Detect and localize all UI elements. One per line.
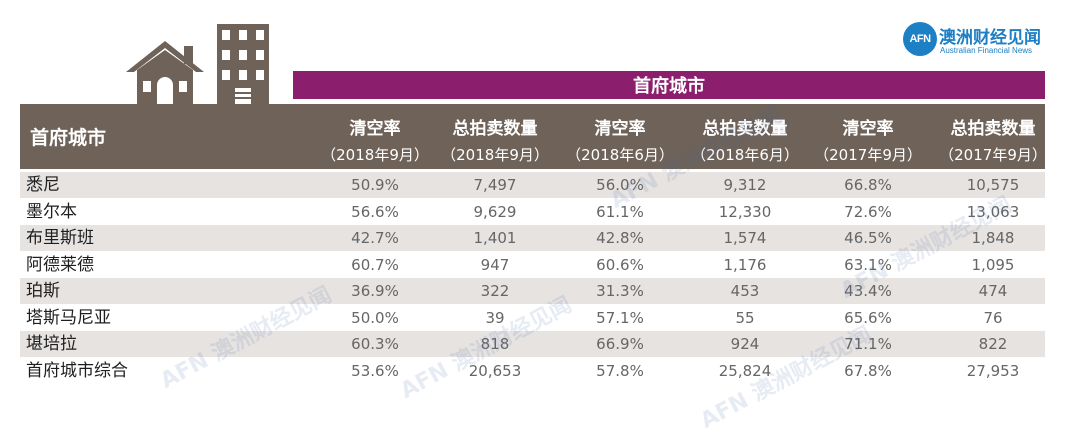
- city-name: 首府城市综合: [26, 360, 128, 381]
- column-period: （2018年9月）: [321, 146, 429, 164]
- table-cell: 56.0%: [596, 176, 644, 194]
- table-cell: 25,824: [718, 361, 772, 380]
- table-cell: 42.8%: [596, 229, 644, 247]
- super-header: 首府城市: [293, 71, 1045, 99]
- city-name: 布里斯班: [26, 228, 94, 248]
- table-cell: 76: [983, 308, 1003, 327]
- table-cell: 46.5%: [844, 229, 892, 247]
- column-header: 总拍卖数量 （2017年9月）: [931, 104, 1055, 169]
- table-cell: 53.6%: [351, 361, 399, 380]
- table-cell: 1,176: [723, 255, 767, 274]
- column-period: （2018年6月）: [566, 146, 674, 164]
- table-cell: 63.1%: [844, 255, 892, 274]
- table-cell: 42.7%: [351, 229, 399, 247]
- table-cell: 20,653: [468, 361, 522, 380]
- table-cell: 65.6%: [844, 308, 892, 327]
- column-header: 总拍卖数量 （2018年6月）: [683, 104, 807, 169]
- table-cell: 56.6%: [351, 202, 399, 221]
- building-icon: [217, 24, 269, 104]
- table-cell: 66.8%: [844, 176, 892, 194]
- table-cell: 60.3%: [351, 335, 399, 353]
- table-cell: 39: [485, 308, 505, 327]
- column-header: 总拍卖数量 （2018年9月）: [433, 104, 557, 169]
- column-period: （2017年9月）: [939, 146, 1047, 164]
- column-metric: 总拍卖数量: [702, 119, 788, 139]
- table-cell: 27,953: [966, 361, 1020, 380]
- table-cell: 474: [978, 282, 1008, 300]
- table-row: 首府城市综合 53.6% 20,653 57.8% 25,824 67.8% 27,953: [20, 358, 1045, 384]
- column-period: （2017年9月）: [814, 146, 922, 164]
- table-cell: 947: [480, 255, 510, 274]
- table-cell: 36.9%: [351, 282, 399, 300]
- table-cell: 72.6%: [844, 202, 892, 221]
- table-row: 阿德莱德 60.7% 947 60.6% 1,176 63.1% 1,095: [20, 252, 1045, 278]
- table-row: 布里斯班 42.7% 1,401 42.8% 1,574 46.5% 1,848: [20, 225, 1045, 251]
- table-cell: 818: [480, 335, 510, 353]
- city-name: 墨尔本: [26, 201, 77, 222]
- table-cell: 57.8%: [596, 361, 644, 380]
- table-cell: 7,497: [473, 176, 517, 194]
- logo-name-cn: 澳洲财经见闻: [939, 28, 1041, 48]
- table-cell: 60.7%: [351, 255, 399, 274]
- table-cell: 50.9%: [351, 176, 399, 194]
- table-cell: 60.6%: [596, 255, 644, 274]
- table-header: [20, 104, 1045, 169]
- city-name: 堪培拉: [26, 334, 77, 354]
- table-row: 珀斯 36.9% 322 31.3% 453 43.4% 474: [20, 278, 1045, 304]
- table-cell: 1,401: [473, 229, 517, 247]
- column-metric: 清空率: [349, 119, 401, 139]
- column-metric: 总拍卖数量: [950, 119, 1036, 139]
- table-cell: 1,095: [971, 255, 1015, 274]
- city-name: 珀斯: [26, 281, 60, 301]
- city-name: 悉尼: [26, 175, 60, 195]
- table-cell: 822: [978, 335, 1008, 353]
- table-cell: 66.9%: [596, 335, 644, 353]
- city-name: 塔斯马尼亚: [26, 307, 111, 328]
- logo-mark: AFN: [903, 22, 937, 56]
- logo-name-en: Australian Financial News: [940, 46, 1033, 55]
- table-cell: 9,312: [723, 176, 767, 194]
- table-cell: 67.8%: [844, 361, 892, 380]
- table-cell: 924: [730, 335, 760, 353]
- column-header: 清空率 （2018年9月）: [313, 104, 437, 169]
- table-cell: 453: [730, 282, 760, 300]
- column-metric: 清空率: [842, 119, 894, 139]
- table-cell: 9,629: [473, 202, 517, 221]
- table-cell: 322: [480, 282, 510, 300]
- table-row: 塔斯马尼亚 50.0% 39 57.1% 55 65.6% 76: [20, 305, 1045, 331]
- column-metric: 清空率: [594, 119, 646, 139]
- brand-logo: AFN 澳洲财经见闻 Australian Financial News: [903, 22, 1053, 62]
- column-header: 清空率 （2018年6月）: [558, 104, 682, 169]
- table-cell: 61.1%: [596, 202, 644, 221]
- column-period: （2018年6月）: [691, 146, 799, 164]
- table-cell: 12,330: [718, 202, 772, 221]
- table-cell: 55: [735, 308, 755, 327]
- table-cell: 57.1%: [596, 308, 644, 327]
- table-cell: 31.3%: [596, 282, 644, 300]
- column-metric: 总拍卖数量: [452, 119, 538, 139]
- column-header: 清空率 （2017年9月）: [806, 104, 930, 169]
- table-cell: 1,574: [723, 229, 767, 247]
- city-name: 阿德莱德: [26, 254, 94, 275]
- table-cell: 13,063: [966, 202, 1020, 221]
- table-row: 悉尼 50.9% 7,497 56.0% 9,312 66.8% 10,575: [20, 172, 1045, 198]
- table-cell: 50.0%: [351, 308, 399, 327]
- city-column-header: 首府城市: [30, 127, 107, 149]
- table-cell: 71.1%: [844, 335, 892, 353]
- house-icon: [126, 41, 204, 104]
- table-cell: 1,848: [971, 229, 1015, 247]
- table-cell: 43.4%: [844, 282, 892, 300]
- table-cell: 10,575: [966, 176, 1020, 194]
- table-row: 堪培拉 60.3% 818 66.9% 924 71.1% 822: [20, 331, 1045, 357]
- table-row: 墨尔本 56.6% 9,629 61.1% 12,330 72.6% 13,063: [20, 199, 1045, 225]
- column-period: （2018年9月）: [441, 146, 549, 164]
